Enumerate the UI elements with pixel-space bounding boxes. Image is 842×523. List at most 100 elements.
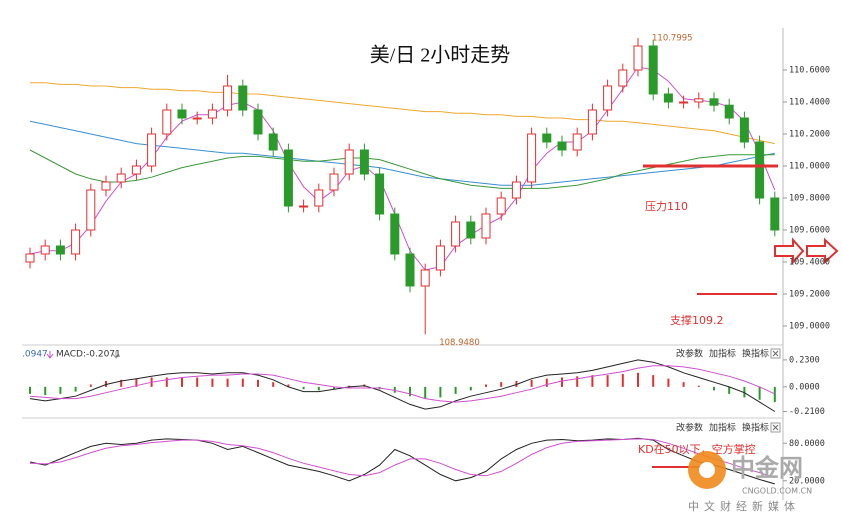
series-line [29,149,775,189]
candle-body [709,98,719,106]
logo-core [699,462,715,478]
macd-bar [135,378,138,387]
candle-body [724,104,734,119]
toolbar-button[interactable]: 换指标 [742,348,769,360]
candle-body [71,229,81,255]
watermark-slogan: 中文财经新媒体 [688,499,800,513]
close-button[interactable] [770,348,781,359]
candle-body [557,141,567,151]
candle-body [451,221,461,247]
candle-body [405,253,415,287]
candle-body [770,197,780,231]
candle-body [131,165,141,175]
macd-bar [226,378,229,387]
macd-bar [165,377,168,387]
direction-arrow [774,237,839,265]
macd-bar [591,375,594,387]
candle-body [527,133,537,183]
close-button[interactable] [770,422,781,433]
candle-body [283,149,293,207]
candle-body [192,117,202,120]
candle-body [177,109,187,119]
toolbar-button[interactable]: 加指标 [709,422,736,434]
macd-bar [728,386,731,394]
candle-body [268,133,278,151]
close-icon [772,424,779,431]
macd-bar [545,378,548,387]
macd-bar [637,372,639,387]
candle-body [511,181,521,199]
candle-body [344,149,354,175]
candle-body [359,149,369,175]
macd-bar [348,385,351,387]
macd-bar [181,377,183,387]
macd-bar [272,382,275,387]
macd-bar [287,384,290,387]
macd-bar [515,381,518,387]
candle-body [572,133,582,151]
arrow-icon [112,351,120,359]
macd-bar [439,386,442,398]
candle-body [663,93,673,103]
macd-bar [74,386,77,392]
toolbar-button[interactable]: 改参数 [676,422,703,434]
candle-body [162,109,172,135]
macd-bar [196,377,199,387]
close-icon [772,350,779,357]
macd-bar [469,386,472,391]
toolbar-button[interactable]: 改参数 [676,348,703,360]
candle-body [207,109,217,119]
series-line [30,82,775,145]
y-tick-label: 110.4000 [789,98,830,108]
candle-body [694,98,704,103]
candle-body [40,245,50,255]
y-tick-label: 109.0000 [789,322,830,332]
candle-body [481,213,491,239]
macd-bar [105,381,107,387]
macd-bar [424,386,427,399]
macd-bar [211,378,214,387]
macd-bar [530,379,533,387]
macd-prev: .0947 [22,350,48,360]
candle-body [739,117,749,143]
macd-bar [302,386,305,390]
toolbar-button[interactable]: 换指标 [742,422,769,434]
candle-body [86,189,96,231]
candle-body [435,245,445,271]
macd-bar [682,382,685,387]
macd-bar [485,384,487,387]
series-line [29,438,775,479]
candle-body [147,133,157,167]
macd-bar [606,375,609,387]
toolbar-button[interactable]: 加指标 [709,348,736,360]
candle-body [253,109,263,135]
candle-body [587,109,597,135]
macd-bar [621,373,624,387]
macd-bar [667,378,670,387]
candle-body [390,213,400,255]
y-tick-label: 109.8000 [789,194,830,204]
candle-body [542,133,552,143]
resistance-label: 压力110 [645,200,688,213]
macd-bar [120,379,123,387]
macd-bar [241,378,244,387]
candle-body [314,189,324,207]
candle-body [603,85,613,111]
candle-body [25,253,35,263]
macd-bar [454,386,457,394]
macd-bar [317,386,320,391]
candle-body [648,45,658,95]
macd-bar [409,386,411,397]
candle-body [223,85,233,111]
high-label: 110.7995 [652,34,693,44]
candle-body [496,197,506,215]
candle-body [299,205,309,208]
macd-label: MACD:-0.2071 [56,350,121,360]
y-tick-label: 109.2000 [789,290,830,300]
candle-body [755,141,765,199]
macd-bar [697,385,700,387]
macd-bar [29,386,31,394]
